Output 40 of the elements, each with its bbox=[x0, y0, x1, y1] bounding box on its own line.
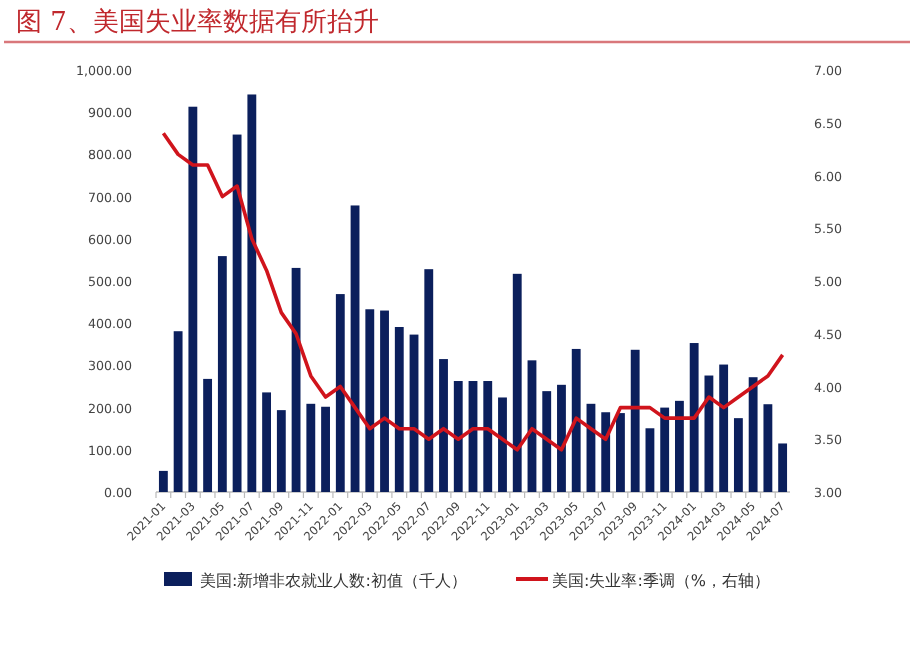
bar bbox=[262, 392, 271, 492]
bar bbox=[616, 413, 625, 492]
bar bbox=[365, 309, 375, 492]
bar bbox=[778, 443, 788, 492]
bar bbox=[453, 381, 463, 492]
bar bbox=[601, 412, 611, 492]
bar bbox=[675, 400, 684, 492]
bar bbox=[439, 359, 448, 492]
bar bbox=[424, 269, 434, 492]
bar bbox=[542, 391, 552, 492]
bar bbox=[188, 106, 198, 492]
bar bbox=[704, 375, 714, 492]
bar bbox=[321, 406, 330, 492]
bar bbox=[689, 343, 699, 492]
bar bbox=[719, 364, 729, 492]
bar bbox=[380, 310, 389, 492]
bar bbox=[498, 397, 507, 492]
bar bbox=[630, 349, 640, 492]
bar bbox=[276, 410, 286, 492]
bar bbox=[158, 470, 168, 492]
legend-label: 美国:失业率:季调（%，右轴） bbox=[552, 572, 770, 590]
bar bbox=[483, 381, 493, 492]
bar bbox=[306, 403, 316, 492]
bar bbox=[733, 418, 743, 492]
legend-label: 美国:新增非农就业人数:初值（千人） bbox=[200, 572, 467, 590]
bar bbox=[660, 407, 670, 492]
bar bbox=[748, 377, 758, 492]
bar bbox=[203, 378, 213, 492]
bar bbox=[217, 256, 227, 492]
bar bbox=[394, 327, 404, 492]
bar bbox=[232, 134, 242, 492]
bar bbox=[173, 331, 183, 492]
bar bbox=[557, 384, 566, 492]
bar bbox=[645, 428, 655, 492]
bar bbox=[571, 348, 581, 492]
bar bbox=[247, 94, 257, 492]
bar bbox=[512, 273, 522, 492]
bar bbox=[763, 404, 773, 492]
bar bbox=[335, 294, 345, 492]
chart-title: 图 7、美国失业率数据有所抬升 bbox=[16, 6, 379, 38]
